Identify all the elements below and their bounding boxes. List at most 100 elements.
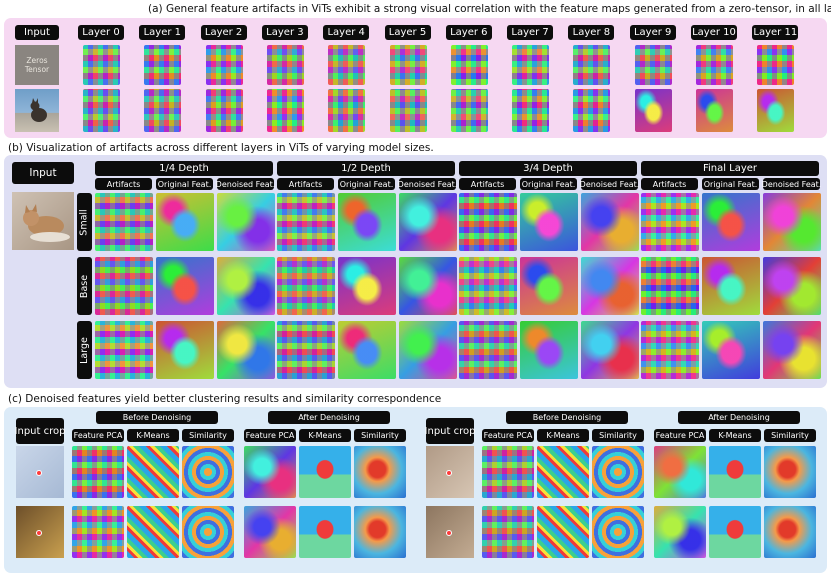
depth-label-1: 1/2 Depth (277, 161, 455, 176)
artifact-map-large-2 (459, 321, 517, 379)
layer-label-0: Layer 0 (78, 25, 124, 40)
denoised-feat-small-0 (217, 193, 275, 251)
artifact-map-base-1 (277, 257, 335, 315)
depth-3-col-1: Original Feat. (702, 178, 759, 190)
denoised-feat-small-1 (399, 193, 457, 251)
size-label-text: Large (79, 336, 91, 364)
image-feature-map-6 (450, 89, 488, 132)
image-feature-map-2 (205, 89, 243, 132)
image-feature-map-9 (634, 89, 672, 132)
image-feature-map-10 (696, 89, 733, 132)
layer-label-9: Layer 9 (629, 25, 676, 40)
original-feat-large-1 (338, 321, 396, 379)
original-feat-small-1 (338, 193, 396, 251)
original-feat-base-1 (338, 257, 396, 315)
denoised-feat-small-3 (763, 193, 821, 251)
column-label-0-1-1: K-Means (299, 429, 351, 442)
input-crop-label-1: Input crop (425, 418, 475, 444)
denoised-feat-base-2 (581, 257, 639, 315)
panel-c-map-0-0-0-0 (72, 446, 124, 498)
artifact-map-small-0 (95, 193, 153, 251)
query-point-dot (446, 470, 452, 476)
zeros-line2: Tensor (24, 65, 50, 74)
artifact-map-large-0 (95, 321, 153, 379)
zero-feature-map-7 (512, 45, 550, 85)
panel-a-input-label: Input (15, 25, 59, 40)
panel-c-map-0-1-0-0 (244, 446, 296, 498)
artifact-map-small-2 (459, 193, 517, 251)
original-feat-large-0 (156, 321, 214, 379)
layer-label-10: Layer 10 (691, 25, 737, 40)
cat-input-photo (15, 89, 59, 132)
artifact-map-base-3 (641, 257, 699, 315)
image-feature-map-0 (83, 89, 120, 132)
panel-c-map-0-1-2-1 (354, 506, 406, 558)
layer-label-7: Layer 7 (507, 25, 554, 40)
size-label-text: Base (79, 274, 91, 298)
image-feature-map-7 (512, 89, 550, 132)
panel-c-map-1-0-1-1 (537, 506, 589, 558)
zero-feature-map-9 (634, 45, 672, 85)
group-label-1-1: After Denoising (678, 411, 800, 424)
image-feature-map-4 (328, 89, 366, 132)
original-feat-base-2 (520, 257, 578, 315)
depth-3-col-0: Artifacts (641, 178, 698, 190)
depth-0-col-0: Artifacts (95, 178, 152, 190)
layer-label-11: Layer 11 (752, 25, 799, 40)
panel-c-map-0-0-2-0 (182, 446, 234, 498)
size-label-small: Small (77, 193, 92, 251)
panel-c-map-0-0-1-0 (127, 446, 179, 498)
image-feature-map-1 (144, 89, 182, 132)
zero-feature-map-5 (389, 45, 427, 85)
artifact-map-small-3 (641, 193, 699, 251)
panel-c-map-0-1-2-0 (354, 446, 406, 498)
caption-b: (b) Visualization of artifacts across di… (8, 142, 434, 154)
panel-c-map-1-1-2-0 (764, 446, 816, 498)
layer-label-8: Layer 8 (568, 25, 615, 40)
zeros-tensor-image: Zeros Tensor (15, 45, 59, 85)
panel-c-map-1-0-2-0 (592, 446, 644, 498)
artifact-map-large-3 (641, 321, 699, 379)
zero-feature-map-2 (205, 45, 243, 85)
panel-b-input-label: Input (12, 162, 74, 184)
denoised-feat-base-1 (399, 257, 457, 315)
column-label-0-0-1: K-Means (127, 429, 179, 442)
artifact-map-small-1 (277, 193, 335, 251)
group-label-0-1: After Denoising (268, 411, 390, 424)
column-label-0-1-0: Feature PCA (244, 429, 296, 442)
artifact-map-large-1 (277, 321, 335, 379)
original-feat-large-2 (520, 321, 578, 379)
zero-feature-map-3 (266, 45, 304, 85)
depth-2-col-2: Denoised Feat. (579, 178, 640, 190)
depth-label-3: Final Layer (641, 161, 819, 176)
zero-feature-map-1 (144, 45, 182, 85)
column-label-0-0-0: Feature PCA (72, 429, 124, 442)
column-label-1-0-2: Similarity (592, 429, 644, 442)
depth-label-2: 3/4 Depth (459, 161, 637, 176)
panel-c-map-1-1-2-1 (764, 506, 816, 558)
image-feature-map-8 (573, 89, 611, 132)
column-label-0-0-2: Similarity (182, 429, 234, 442)
size-label-base: Base (77, 257, 92, 315)
original-feat-base-3 (702, 257, 760, 315)
zeros-line1: Zeros (26, 56, 48, 65)
denoised-feat-large-0 (217, 321, 275, 379)
panel-c-map-1-0-0-0 (482, 446, 534, 498)
zero-feature-map-0 (83, 45, 120, 85)
panel-c-map-1-0-2-1 (592, 506, 644, 558)
panel-c-map-1-0-0-1 (482, 506, 534, 558)
input-crop-label-0: Input crop (15, 418, 65, 444)
caption-a: (a) General feature artifacts in ViTs ex… (148, 3, 831, 15)
panel-c-map-1-0-1-0 (537, 446, 589, 498)
layer-label-5: Layer 5 (384, 25, 431, 40)
denoised-feat-large-2 (581, 321, 639, 379)
zero-feature-map-10 (696, 45, 733, 85)
panel-c-map-0-0-2-1 (182, 506, 234, 558)
denoised-feat-base-3 (763, 257, 821, 315)
image-feature-map-5 (389, 89, 427, 132)
column-label-1-1-2: Similarity (764, 429, 816, 442)
depth-0-col-2: Denoised Feat. (215, 178, 276, 190)
size-label-large: Large (77, 321, 92, 379)
column-label-1-0-0: Feature PCA (482, 429, 534, 442)
original-feat-small-3 (702, 193, 760, 251)
